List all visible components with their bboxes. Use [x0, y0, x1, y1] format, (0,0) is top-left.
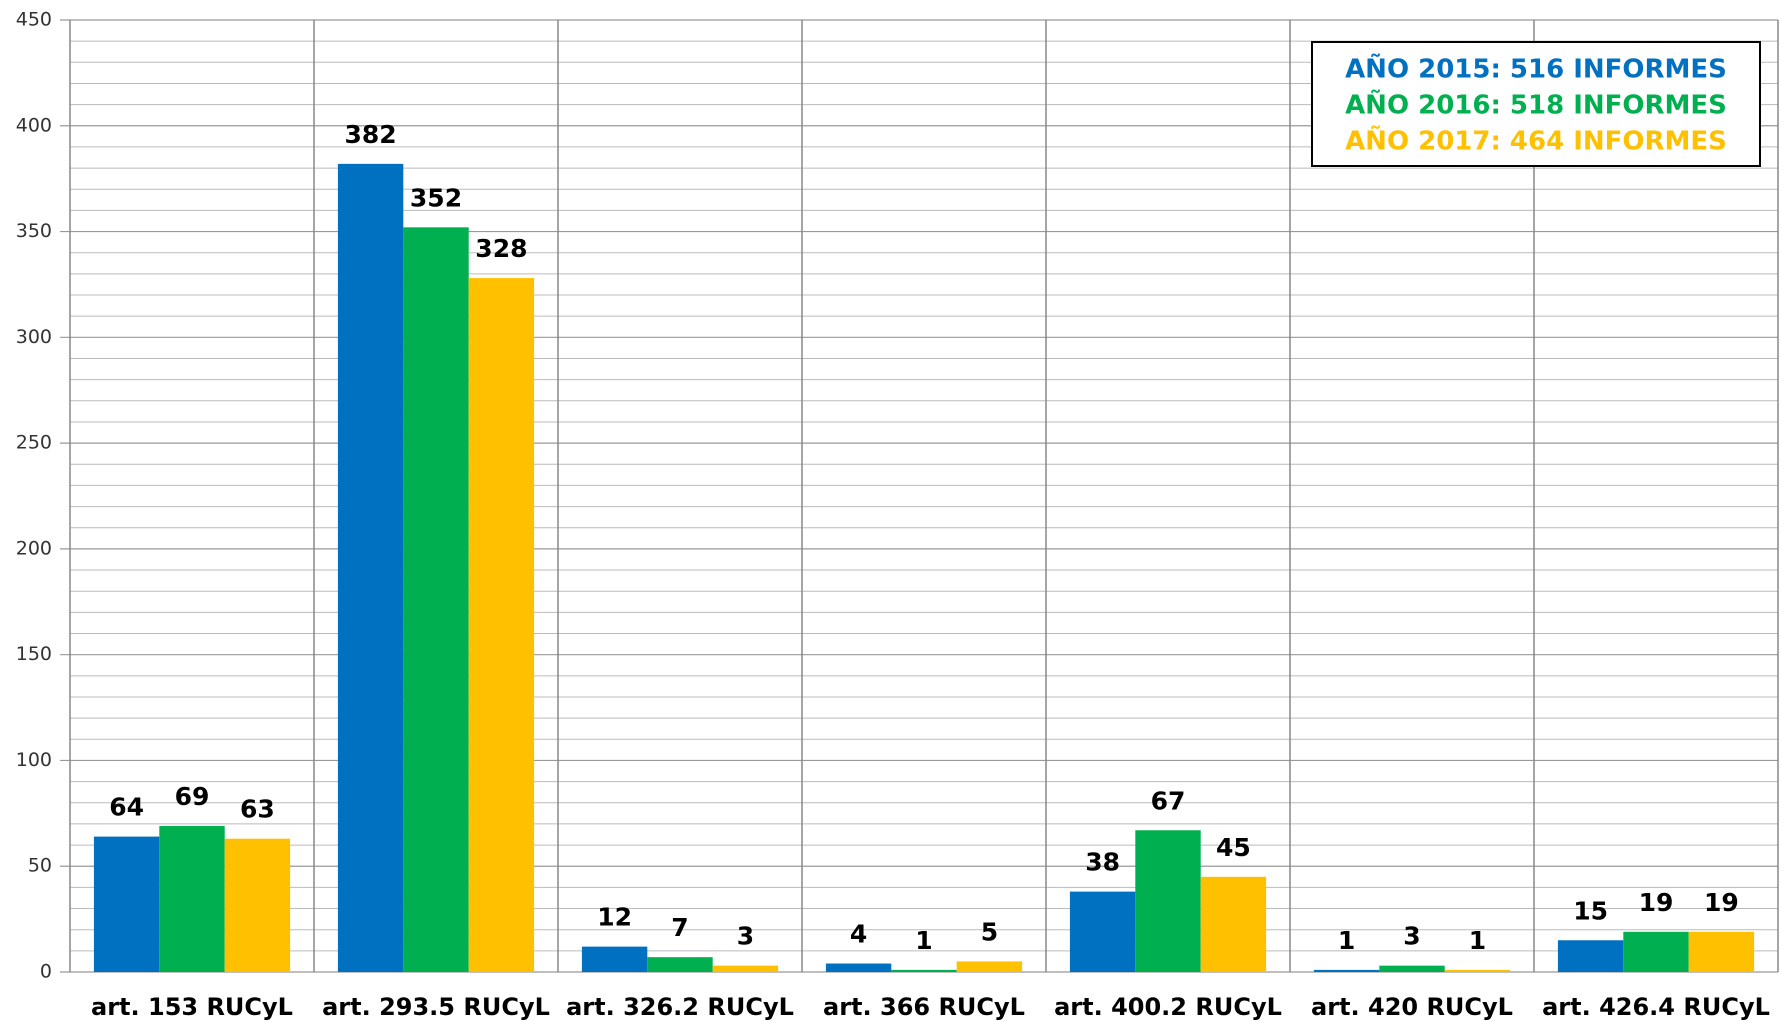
x-tick-label: art. 420 RUCyL [1311, 993, 1513, 1021]
bar [224, 838, 291, 972]
bar [581, 946, 648, 972]
x-tick-label: art. 153 RUCyL [91, 993, 293, 1021]
value-label: 69 [175, 782, 210, 811]
value-label: 1 [915, 926, 932, 955]
bar [337, 163, 404, 972]
bar [1688, 931, 1755, 972]
y-tick-label: 400 [16, 114, 52, 136]
bar [712, 965, 779, 972]
bar [403, 227, 469, 972]
bar [1379, 965, 1445, 972]
bar [1444, 969, 1511, 972]
value-label: 67 [1151, 786, 1186, 815]
value-label: 1 [1338, 926, 1355, 955]
bar [825, 963, 892, 972]
legend-box [1311, 41, 1761, 167]
x-tick-label: art. 426.4 RUCyL [1542, 993, 1770, 1021]
bar [1135, 830, 1201, 972]
y-tick-label: 350 [16, 220, 52, 242]
bar [1200, 876, 1267, 972]
value-label: 382 [345, 120, 397, 149]
value-label: 19 [1704, 888, 1739, 917]
legend-entry: AÑO 2016: 518 INFORMES [1345, 89, 1727, 121]
value-label: 38 [1085, 848, 1120, 877]
bar [1623, 931, 1689, 972]
y-tick-label: 250 [16, 432, 52, 454]
bar [1069, 891, 1136, 972]
bar [956, 961, 1023, 972]
value-label: 4 [850, 920, 867, 949]
value-label: 3 [1403, 922, 1420, 951]
bar [1557, 940, 1624, 972]
value-label: 64 [109, 793, 144, 822]
y-tick-label: 0 [40, 961, 52, 983]
y-tick-label: 450 [16, 9, 52, 31]
value-label: 1 [1469, 926, 1486, 955]
value-label: 63 [240, 795, 275, 824]
bar [468, 278, 535, 972]
y-tick-label: 300 [16, 326, 52, 348]
y-tick-label: 200 [16, 537, 52, 559]
value-label: 15 [1573, 896, 1608, 925]
value-label: 352 [410, 183, 462, 212]
legend: AÑO 2015: 516 INFORMES AÑO 2016: 518 INFO… [1311, 41, 1761, 167]
bar [159, 826, 225, 972]
y-tick-label: 100 [16, 749, 52, 771]
legend-entry: AÑO 2017: 464 INFORMES [1345, 125, 1727, 157]
value-label: 19 [1639, 888, 1674, 917]
value-label: 3 [737, 922, 754, 951]
value-label: 5 [981, 917, 998, 946]
bar [891, 969, 957, 972]
bar [93, 836, 160, 972]
value-label: 328 [475, 234, 527, 263]
y-tick-label: 150 [16, 643, 52, 665]
x-tick-label: art. 326.2 RUCyL [566, 993, 794, 1021]
x-tick-label: art. 400.2 RUCyL [1054, 993, 1282, 1021]
bar [647, 957, 713, 972]
value-label: 45 [1216, 833, 1251, 862]
value-label: 12 [597, 903, 632, 932]
bar [1313, 969, 1380, 972]
value-label: 7 [671, 913, 688, 942]
y-tick-label: 50 [28, 855, 52, 877]
x-tick-label: art. 366 RUCyL [823, 993, 1025, 1021]
x-tick-label: art. 293.5 RUCyL [322, 993, 550, 1021]
legend-entry: AÑO 2015: 516 INFORMES [1345, 53, 1727, 85]
